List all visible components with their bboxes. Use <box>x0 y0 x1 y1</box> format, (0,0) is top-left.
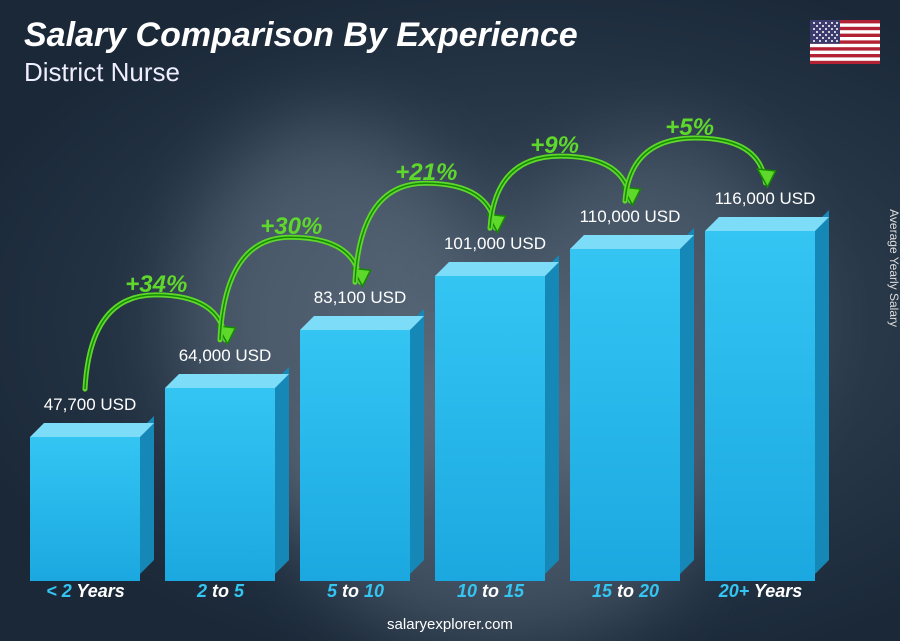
salary-chart-page: Salary Comparison By Experience District… <box>0 0 900 641</box>
xaxis-category-label: 20+ Years <box>693 581 828 602</box>
xaxis-category-label: 2 to 5 <box>153 581 288 602</box>
delta-arrow: +5% <box>30 101 850 581</box>
flag-usa-icon <box>810 20 880 64</box>
xaxis-category-label: < 2 Years <box>18 581 153 602</box>
xaxis-category-label: 15 to 20 <box>558 581 693 602</box>
xaxis: < 2 Years2 to 55 to 1010 to 1515 to 2020… <box>30 581 850 603</box>
xaxis-category-label: 5 to 10 <box>288 581 423 602</box>
title-area: Salary Comparison By Experience District… <box>24 16 578 88</box>
bar-chart: 47,700 USD64,000 USD83,100 USD101,000 US… <box>30 101 850 581</box>
chart-title: Salary Comparison By Experience <box>24 16 578 55</box>
xaxis-category-label: 10 to 15 <box>423 581 558 602</box>
footer-source: salaryexplorer.com <box>0 616 900 633</box>
chart-subtitle: District Nurse <box>24 57 578 88</box>
delta-pct-label: +5% <box>665 114 714 142</box>
